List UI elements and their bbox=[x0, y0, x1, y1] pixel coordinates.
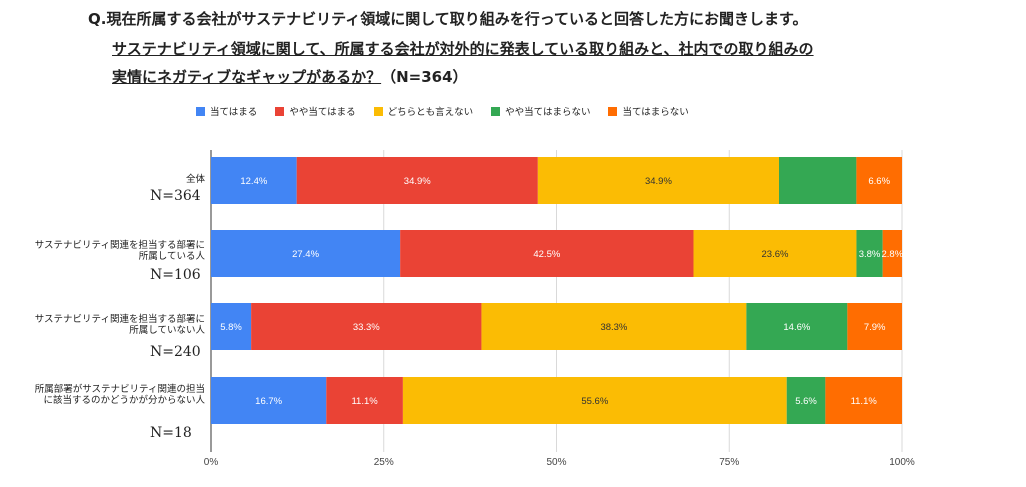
data-label: 34.9% bbox=[645, 176, 672, 187]
category-label: 所属部署がサステナビリティ関連の担当に該当するのかどうかが分からない人 bbox=[34, 384, 205, 406]
data-label: 38.3% bbox=[600, 322, 627, 333]
bar-segment bbox=[402, 377, 787, 424]
x-tick-label: 0% bbox=[204, 457, 219, 468]
bar-segment bbox=[856, 230, 883, 277]
question-sample-size: （N=364） bbox=[381, 68, 468, 86]
legend-label: どちらとも言えない bbox=[387, 107, 474, 118]
data-label: 7.9% bbox=[864, 322, 886, 333]
bar-segment bbox=[326, 377, 403, 424]
bar-segment bbox=[786, 377, 826, 424]
x-tick-label: 100% bbox=[889, 457, 915, 468]
data-label: 6.6% bbox=[868, 176, 890, 187]
category-sample-size: N=240 bbox=[150, 344, 201, 360]
legend-item: やや当てはまる bbox=[275, 104, 356, 118]
legend-swatch bbox=[491, 106, 501, 116]
bar-segment bbox=[693, 230, 857, 277]
data-label: 16.7% bbox=[255, 396, 282, 407]
bar-segment bbox=[296, 157, 538, 204]
question-line-3: 実情にネガティブなギャップがあるか？（N=364） bbox=[112, 66, 468, 87]
question-line-2: サステナビリティ領域に関して、所属する会社が対外的に発表している取り組みと、社内… bbox=[112, 40, 814, 58]
bar-segment bbox=[251, 303, 482, 350]
bar-segment bbox=[211, 230, 401, 277]
bar-segment bbox=[537, 157, 780, 204]
data-label: 2.8% bbox=[882, 249, 904, 260]
legend-item: やや当てはまらない bbox=[491, 104, 590, 118]
bar-segment bbox=[856, 157, 902, 204]
category-label: 全体 bbox=[185, 174, 205, 185]
legend-label: 当てはまる bbox=[210, 107, 258, 118]
x-tick-label: 50% bbox=[546, 457, 566, 468]
data-label: 3.8% bbox=[859, 249, 881, 260]
data-label: 11.1% bbox=[351, 396, 378, 407]
data-label: 5.6% bbox=[795, 396, 817, 407]
legend-swatch bbox=[373, 106, 383, 116]
x-tick-label: 25% bbox=[374, 457, 394, 468]
legend-label: やや当てはまる bbox=[289, 107, 356, 118]
bar-segment bbox=[211, 157, 297, 204]
legend-label: やや当てはまらない bbox=[505, 107, 591, 118]
data-label: 23.6% bbox=[762, 249, 789, 260]
bar-segment bbox=[779, 157, 857, 204]
category-sample-size: N=364 bbox=[150, 188, 201, 204]
bar-segment bbox=[481, 303, 747, 350]
category-label: サステナビリティ関連を担当する部署に所属していない人 bbox=[34, 314, 205, 336]
data-label: 34.9% bbox=[404, 176, 431, 187]
legend-item: 当てはまらない bbox=[608, 104, 689, 118]
data-label: 27.4% bbox=[292, 249, 319, 260]
category-label: サステナビリティ関連を担当する部署に所属している人 bbox=[34, 240, 205, 262]
bar-segment bbox=[825, 377, 902, 424]
legend-item: どちらとも言えない bbox=[373, 104, 474, 118]
data-label: 14.6% bbox=[783, 322, 810, 333]
chart-legend: 当てはまる やや当てはまる どちらとも言えない やや当てはまらない 当てはまらない bbox=[196, 104, 689, 118]
question-line-3-text: 実情にネガティブなギャップがあるか？ bbox=[112, 68, 382, 86]
bar-segment bbox=[211, 377, 327, 424]
legend-item: 当てはまる bbox=[196, 104, 257, 118]
category-sample-size: N=18 bbox=[150, 425, 192, 441]
bar-segment bbox=[746, 303, 848, 350]
question-line-1: Q.現在所属する会社がサステナビリティ領域に関して取り組みを行っていると回答した… bbox=[88, 10, 808, 28]
data-label: 55.6% bbox=[581, 396, 608, 407]
data-label: 5.8% bbox=[220, 322, 242, 333]
bar-segment bbox=[882, 230, 902, 277]
data-label: 42.5% bbox=[533, 249, 560, 260]
data-label: 12.4% bbox=[240, 176, 267, 187]
data-label: 33.3% bbox=[353, 322, 380, 333]
bar-segment bbox=[847, 303, 902, 350]
legend-label: 当てはまらない bbox=[622, 107, 689, 118]
legend-swatch bbox=[275, 106, 285, 116]
bar-segment bbox=[400, 230, 694, 277]
legend-swatch bbox=[196, 106, 205, 116]
data-label: 11.1% bbox=[851, 396, 878, 407]
bar-segment bbox=[211, 303, 252, 350]
category-sample-size: N=106 bbox=[150, 267, 201, 283]
legend-swatch bbox=[608, 106, 618, 116]
x-tick-label: 75% bbox=[719, 457, 739, 468]
